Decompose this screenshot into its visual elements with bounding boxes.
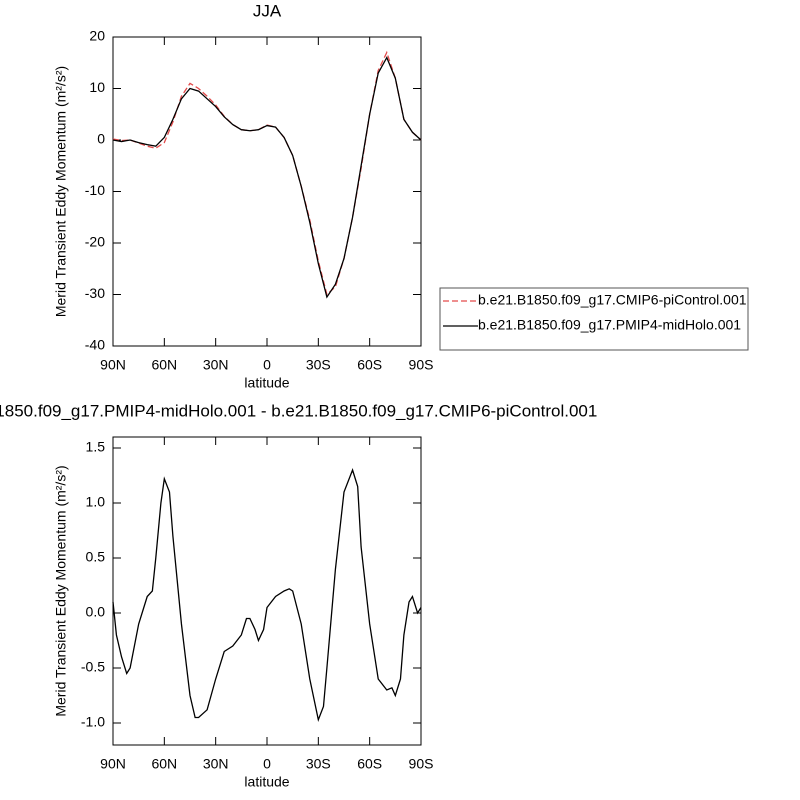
x-axis-label: latitude <box>244 375 289 391</box>
x-tick-label: 60S <box>357 756 382 772</box>
series-line <box>112 468 422 722</box>
x-tick-label: 60N <box>151 357 177 373</box>
x-axis-label: latitude <box>244 774 289 790</box>
y-tick-label: -1.0 <box>81 714 105 730</box>
y-tick-label: 0.5 <box>86 549 106 565</box>
x-tick-label: 90S <box>409 357 434 373</box>
x-tick-label: 30S <box>306 357 331 373</box>
y-tick-label: -10 <box>85 182 105 198</box>
x-tick-label: 0 <box>263 756 271 772</box>
series-line <box>112 56 422 299</box>
chart-title: b.e21.B1850.f09_g17.PMIP4-midHolo.001 - … <box>0 401 597 420</box>
x-tick-label: 60S <box>357 357 382 373</box>
plot-frame <box>112 36 422 347</box>
plot-frame <box>112 436 422 746</box>
y-tick-label: -40 <box>85 337 105 353</box>
y-tick-label: 1.0 <box>86 494 106 510</box>
x-tick-label: 90N <box>100 756 126 772</box>
y-tick-label: 0 <box>97 131 105 147</box>
y-tick-label: 10 <box>89 79 105 95</box>
x-tick-label: 90S <box>409 756 434 772</box>
legend: b.e21.B1850.f09_g17.CMIP6-piControl.001b… <box>439 287 749 351</box>
y-tick-label: 1.5 <box>86 439 106 455</box>
legend-label: b.e21.B1850.f09_g17.CMIP6-piControl.001 <box>478 292 747 308</box>
y-tick-label: -0.5 <box>81 659 105 675</box>
x-tick-label: 60N <box>151 756 177 772</box>
x-tick-label: 30N <box>203 756 229 772</box>
x-tick-label: 0 <box>263 357 271 373</box>
y-axis-label: Merid Transient Eddy Momentum (m²/s²) <box>53 465 69 716</box>
y-tick-label: 0.0 <box>86 604 106 620</box>
y-axis-label: Merid Transient Eddy Momentum (m²/s²) <box>53 66 69 317</box>
legend-box <box>439 287 749 351</box>
y-tick-label: 20 <box>89 28 105 44</box>
y-tick-label: -30 <box>85 285 105 301</box>
chart-title: JJA <box>253 1 282 20</box>
legend-label: b.e21.B1850.f09_g17.PMIP4-midHolo.001 <box>478 317 741 333</box>
y-tick-label: -20 <box>85 234 105 250</box>
x-tick-label: 90N <box>100 357 126 373</box>
x-tick-label: 30S <box>306 756 331 772</box>
x-tick-label: 30N <box>203 357 229 373</box>
